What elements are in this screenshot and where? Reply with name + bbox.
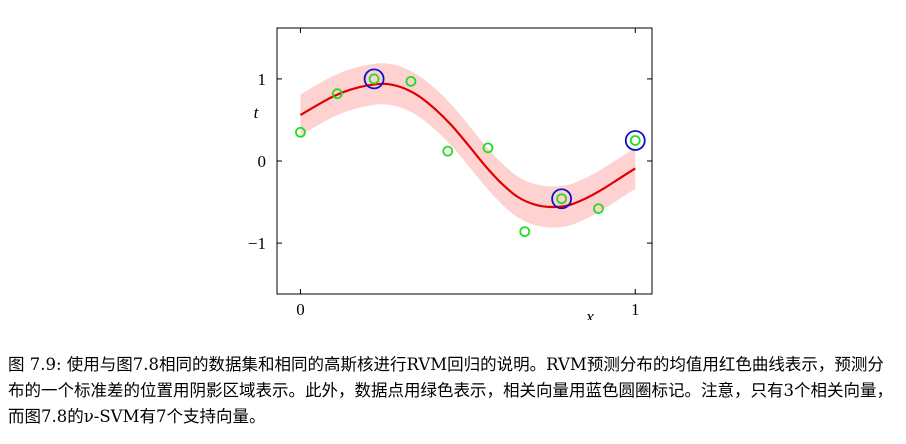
figure-caption: 图 7.9: 使用与图7.8相同的数据集和相同的高斯核进行RVM回归的说明。RV… [8, 355, 893, 426]
x-tick-label: 0 [296, 300, 305, 319]
x-axis-label: x [585, 307, 594, 320]
plot-area [295, 63, 646, 238]
predictive-mean-curve [299, 82, 636, 209]
relevance-vector-circle [551, 188, 572, 210]
data-point [405, 75, 417, 87]
data-point [519, 226, 531, 238]
data-point [629, 135, 641, 146]
data-point [368, 73, 380, 85]
axis-ticks: 0 1 1 0 −1 [248, 28, 652, 319]
y-tick-label: 1 [258, 70, 267, 89]
relevance-vector-circle [363, 68, 385, 90]
y-tick-label: 0 [258, 152, 267, 171]
relevance-vector-circle [624, 130, 646, 151]
y-tick-label: −1 [248, 234, 266, 253]
x-tick-label: 1 [631, 300, 640, 319]
y-axis-label: t [254, 103, 260, 122]
data-point [556, 193, 567, 205]
data-point [442, 145, 454, 157]
data-point [295, 126, 306, 138]
data-point [331, 88, 343, 100]
rvm-regression-chart: 0 1 1 0 −1 x t [248, 27, 653, 320]
data-point [482, 142, 494, 154]
data-point [593, 203, 604, 215]
